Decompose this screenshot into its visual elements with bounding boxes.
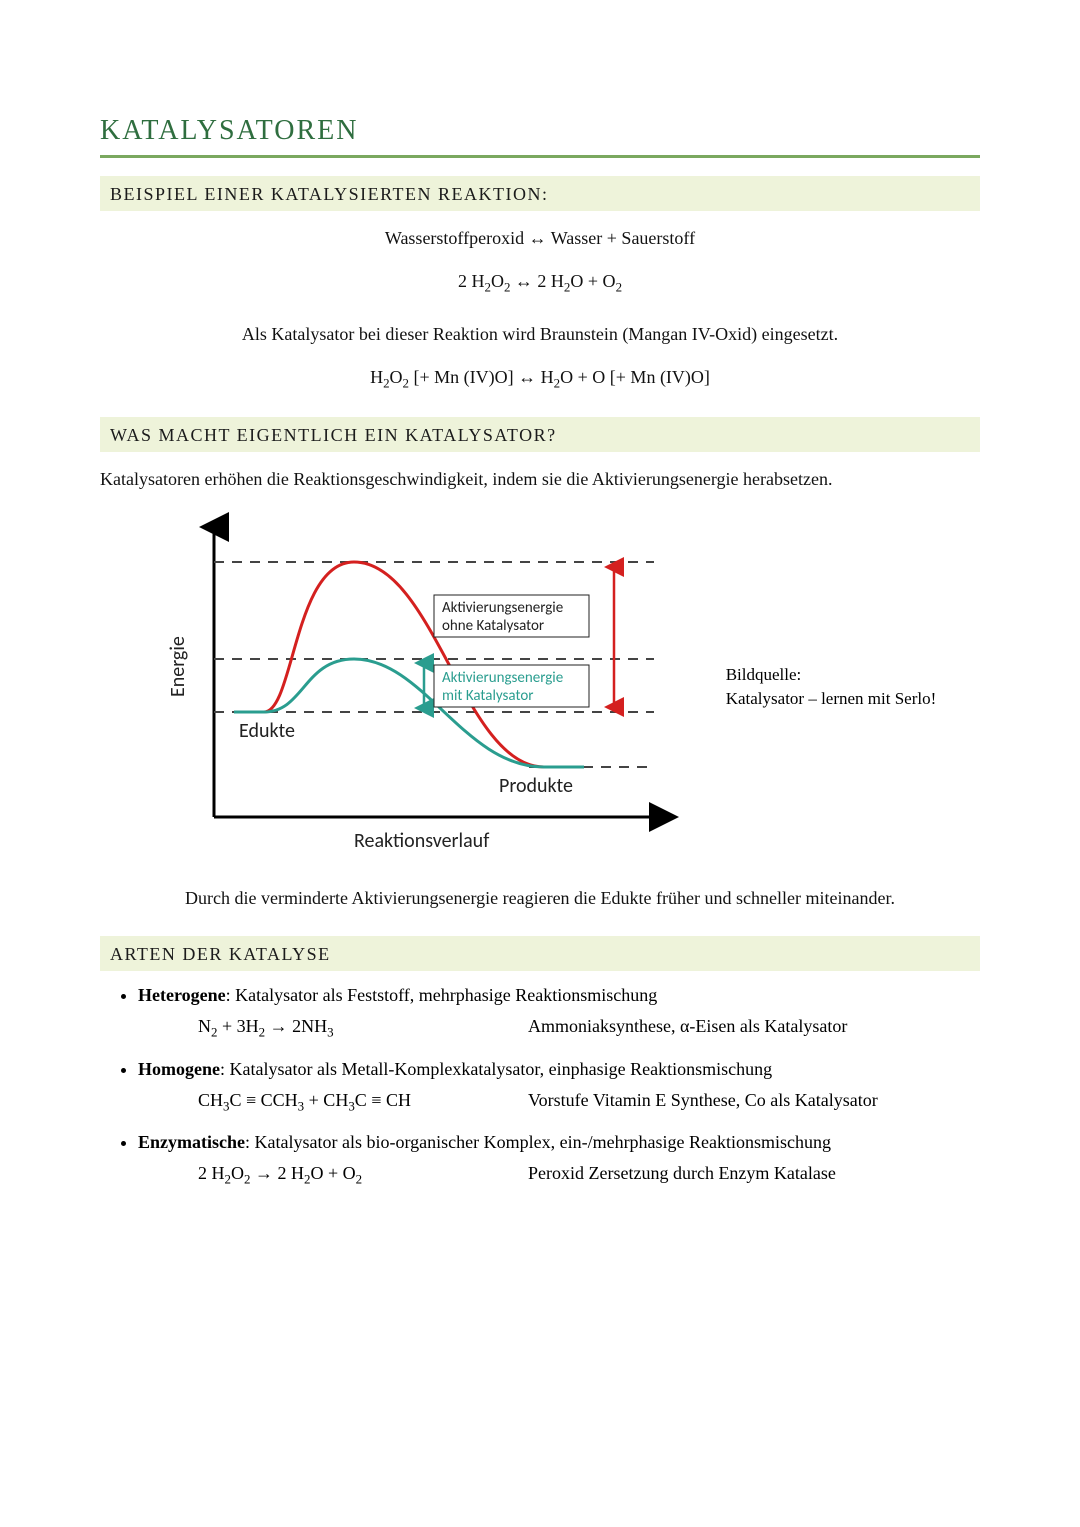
type-desc: : Katalysator als Metall-Komplexkatalysa… <box>220 1059 772 1079</box>
type-desc: : Katalysator als Feststoff, mehrphasige… <box>226 985 658 1005</box>
type-eq: CH3C ≡ CCH3 + CH3C ≡ CH <box>198 1090 488 1115</box>
caption-source-label: Bildquelle: <box>726 663 937 687</box>
what-intro: Katalysatoren erhöhen die Reaktionsgesch… <box>100 466 980 493</box>
example-eq1: 2 H2O2 ↔ 2 H2O + O2 <box>100 268 980 297</box>
section-heading-example: BEISPIEL EINER KATALYSIERTEN REAKTION: <box>100 176 980 211</box>
box-with-cat-line2: mit Katalysator <box>442 687 533 705</box>
produkte-label: Produkte <box>499 774 573 798</box>
example-line2: Als Katalysator bei dieser Reaktion wird… <box>100 321 980 348</box>
page-title: KATALYSATOREN <box>100 115 980 153</box>
type-item-enzymatische: Enzymatische: Katalysator als bio-organi… <box>138 1132 980 1188</box>
y-axis-label: Energie <box>166 636 190 697</box>
title-rule <box>100 155 980 158</box>
energy-diagram: Aktivierungsenergie ohne Katalysator Akt… <box>144 507 704 867</box>
type-term: Homogene <box>138 1059 220 1079</box>
type-eq-row: 2 H2O2 → 2 H2O + O2 Peroxid Zersetzung d… <box>138 1163 980 1188</box>
type-note: Vorstufe Vitamin E Synthese, Co als Kata… <box>528 1090 878 1115</box>
energy-diagram-row: Aktivierungsenergie ohne Katalysator Akt… <box>100 507 980 867</box>
box-no-cat-line1: Aktivierungsenergie <box>442 599 563 617</box>
example-line1: Wasserstoffperoxid ↔ Wasser + Sauerstoff <box>100 225 980 252</box>
type-note: Peroxid Zersetzung durch Enzym Katalase <box>528 1163 836 1188</box>
type-item-heterogene: Heterogene: Katalysator als Feststoff, m… <box>138 985 980 1041</box>
type-term: Heterogene <box>138 985 226 1005</box>
box-with-cat-line1: Aktivierungsenergie <box>442 669 563 687</box>
type-note: Ammoniaksynthese, α-Eisen als Katalysato… <box>528 1016 847 1041</box>
edukte-label: Edukte <box>239 719 295 743</box>
x-axis-label: Reaktionsverlauf <box>354 829 489 853</box>
page: KATALYSATOREN BEISPIEL EINER KATALYSIERT… <box>0 0 1080 1266</box>
type-term: Enzymatische <box>138 1132 245 1152</box>
type-eq-row: CH3C ≡ CCH3 + CH3C ≡ CH Vorstufe Vitamin… <box>138 1090 980 1115</box>
diagram-caption: Bildquelle: Katalysator – lernen mit Ser… <box>726 663 937 711</box>
type-item-homogene: Homogene: Katalysator als Metall-Komplex… <box>138 1059 980 1115</box>
caption-source-text: Katalysator – lernen mit Serlo! <box>726 687 937 711</box>
box-no-cat-line2: ohne Katalysator <box>442 617 544 635</box>
section-heading-what: WAS MACHT EIGENTLICH EIN KATALYSATOR? <box>100 417 980 452</box>
types-list: Heterogene: Katalysator als Feststoff, m… <box>100 985 980 1188</box>
section-heading-types: ARTEN DER KATALYSE <box>100 936 980 971</box>
example-eq2: H2O2 [+ Mn (IV)O] ↔ H2O + O [+ Mn (IV)O] <box>100 364 980 393</box>
what-outro: Durch die verminderte Aktivierungsenergi… <box>100 885 980 912</box>
type-eq: N2 + 3H2 → 2NH3 <box>198 1016 488 1041</box>
type-eq: 2 H2O2 → 2 H2O + O2 <box>198 1163 488 1188</box>
type-eq-row: N2 + 3H2 → 2NH3 Ammoniaksynthese, α-Eise… <box>138 1016 980 1041</box>
type-desc: : Katalysator als bio-organischer Komple… <box>245 1132 831 1152</box>
